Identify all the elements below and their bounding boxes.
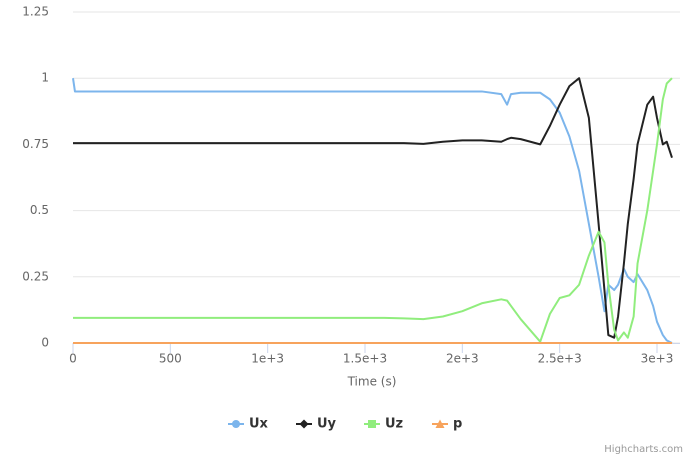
x-tick-label: 500 xyxy=(159,352,182,366)
x-tick-label: 0 xyxy=(69,352,77,366)
x-tick-label: 1e+3 xyxy=(251,352,284,366)
series-line xyxy=(73,77,673,339)
legend-label[interactable]: Uy xyxy=(317,417,337,432)
x-tick-label: 3e+3 xyxy=(641,352,674,366)
legend-marker xyxy=(299,419,309,429)
y-tick-label: 1 xyxy=(41,71,49,85)
y-tick-label: 0.25 xyxy=(22,269,49,283)
y-tick-label: 1.25 xyxy=(22,5,49,19)
legend-label[interactable]: Uz xyxy=(385,417,403,432)
legend-label[interactable]: Ux xyxy=(249,417,269,432)
credits[interactable]: Highcharts.com xyxy=(604,444,683,455)
x-tick-label: 2e+3 xyxy=(446,352,479,366)
legend-label[interactable]: p xyxy=(453,417,462,432)
x-axis-title: Time (s) xyxy=(347,375,397,389)
legend-marker xyxy=(368,420,376,428)
y-tick-label: 0.5 xyxy=(30,203,49,217)
y-tick-label: 0.75 xyxy=(22,137,49,151)
x-tick-label: 1.5e+3 xyxy=(343,352,387,366)
x-tick-label: 2.5e+3 xyxy=(538,352,582,366)
y-tick-label: 0 xyxy=(41,336,49,350)
legend-marker xyxy=(232,420,240,428)
legend-marker xyxy=(435,419,445,428)
series-line xyxy=(73,77,673,343)
